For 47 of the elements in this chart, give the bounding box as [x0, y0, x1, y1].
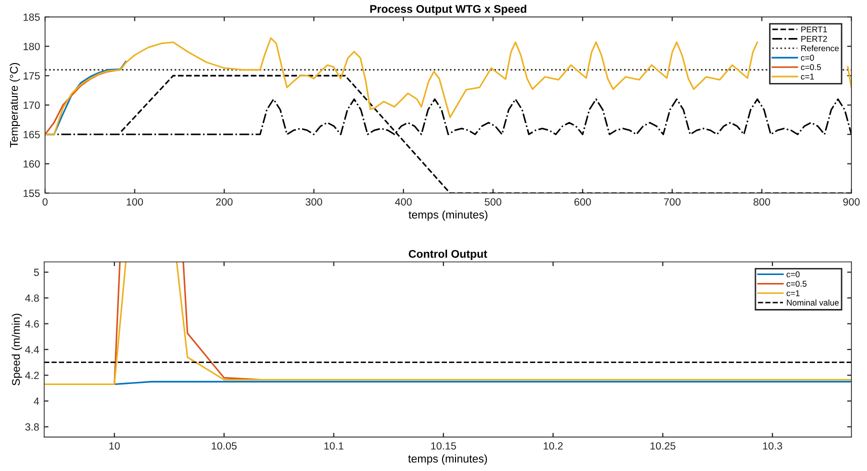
y-tick-label: 4.8: [25, 294, 39, 302]
x-axis-title: temps (minutes): [408, 454, 487, 465]
y-axis-title: Speed (m/min): [12, 314, 22, 386]
x-tick-label: 10.15: [431, 442, 456, 450]
legend-label: c=0.5: [800, 64, 821, 70]
x-tick-label: 100: [126, 198, 143, 206]
x-tick-label: 400: [394, 198, 412, 206]
y-tick-label: 4.4: [25, 346, 40, 354]
y-tick-label: 180: [24, 42, 40, 50]
legend-label: c=0: [800, 54, 814, 61]
y-tick-label: 175: [24, 72, 40, 80]
y-tick-label: 170: [24, 102, 40, 109]
x-tick-label: 700: [664, 198, 680, 206]
x-tick-label: 10: [109, 442, 120, 450]
x-tick-label: 200: [216, 198, 233, 206]
y-tick-label: 3.8: [25, 423, 39, 431]
y-tick-label: 4.6: [25, 320, 39, 328]
legend-label: c=0.5: [786, 280, 807, 287]
y-tick-label: 155: [24, 190, 40, 197]
chart-title: Control Output: [408, 250, 488, 260]
legend-label: Nominal value: [786, 299, 839, 306]
legend-label: Reference: [801, 45, 839, 52]
y-axis-title: Temperature (°C): [10, 63, 20, 148]
y-tick-label: 185: [24, 13, 40, 21]
x-tick-label: 10.1: [324, 442, 344, 450]
y-tick-label: 165: [24, 130, 40, 138]
x-tick-label: 600: [574, 198, 591, 206]
legend-label: PERT1: [801, 26, 827, 32]
x-tick-label: 500: [484, 198, 502, 206]
x-tick-label: 900: [843, 198, 860, 206]
y-tick-label: 4: [34, 398, 40, 405]
y-tick-label: 4.2: [25, 372, 39, 380]
chart-title: Process Output WTG x Speed: [370, 4, 526, 16]
legend-label: c=1: [786, 290, 800, 296]
legend-label: c=0: [786, 271, 800, 278]
legend-label: c=1: [800, 74, 814, 80]
x-tick-label: 10.25: [650, 442, 676, 450]
x-tick-label: 0: [42, 198, 48, 206]
x-tick-label: 10.05: [212, 442, 237, 450]
x-axis-title: temps (minutes): [408, 210, 488, 221]
x-tick-label: 10.3: [763, 442, 782, 450]
x-tick-label: 10.2: [544, 442, 563, 450]
x-tick-label: 300: [306, 198, 322, 206]
legend-label: PERT2: [801, 36, 827, 42]
y-tick-label: 5: [34, 268, 39, 276]
y-tick-label: 160: [24, 160, 40, 168]
x-tick-label: 800: [754, 198, 770, 206]
